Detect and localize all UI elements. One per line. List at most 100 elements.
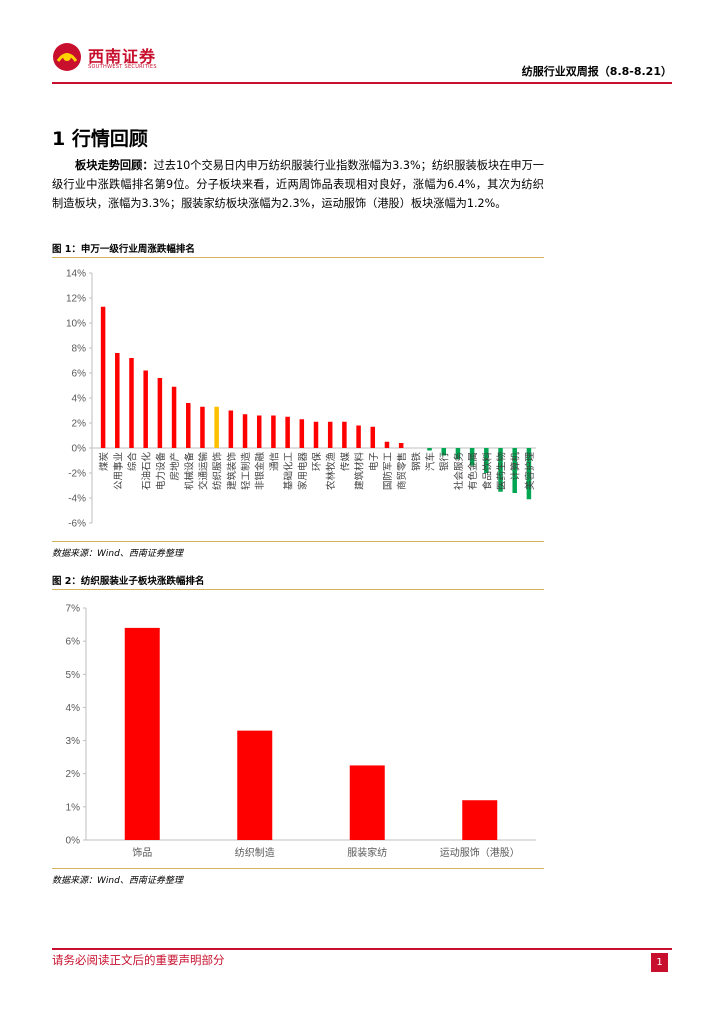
industry-ranking-chart: 14% 12% 10% 8% 6% 4% 2% 0% -2% -4% -6% 煤炭 公用事业 综合 石油石化… xyxy=(66,269,536,530)
x-tick-label: 公用事业 xyxy=(112,452,124,490)
x-tick-label: 传媒 xyxy=(339,452,351,472)
footer-divider xyxy=(52,948,672,950)
y-tick-label: 14% xyxy=(66,269,86,280)
y-tick-label: 10% xyxy=(66,319,86,330)
bar-计算机 xyxy=(512,448,517,493)
x-tick-label: 房地产 xyxy=(169,452,181,481)
company-logo: 西南证券 SOUTHWEST SECURITIES xyxy=(52,42,182,76)
y-tick-label: 6% xyxy=(72,369,87,380)
disclaimer-note: 请务必阅读正文后的重要声明部分 xyxy=(52,953,225,967)
x-tick-label: 交通运输 xyxy=(197,452,209,491)
x-tick-label: 计算机 xyxy=(510,452,522,481)
bar-非银金融 xyxy=(256,415,262,448)
y-tick-label: -6% xyxy=(68,519,86,530)
y-tick-label: 8% xyxy=(72,344,87,355)
paragraph-lead: 板块走势回顾： xyxy=(75,159,154,172)
x-tick-label: 建筑材料 xyxy=(354,452,366,491)
bar-房地产 xyxy=(171,386,177,448)
bar-石油石化 xyxy=(143,370,148,448)
report-title: 纺服行业双周报（8.8-8.21） xyxy=(521,65,672,78)
y-tick-label: 6% xyxy=(66,637,81,648)
x-tick-label: 汽车 xyxy=(425,452,437,471)
x-tick-label: 纺织制造 xyxy=(235,846,275,859)
x-tick-label: 轻工制造 xyxy=(240,452,252,491)
bar-饰品 xyxy=(124,627,160,840)
bar-交通运输 xyxy=(200,406,205,448)
bar-环保 xyxy=(313,421,319,448)
bar-煤炭 xyxy=(100,306,106,448)
x-tick-label: 银行 xyxy=(439,452,451,472)
bar-商贸零售 xyxy=(398,443,404,448)
y-tick-label: 0% xyxy=(66,836,81,847)
figure2-source: 数据来源：Wind、西南证券整理 xyxy=(52,876,183,886)
subsector-ranking-chart: 7% 6% 5% 4% 3% 2% 1% 0% 饰品 纺织制造 服装家纺 运动服饰（港股） xyxy=(66,604,536,859)
figure2-bottom-rule xyxy=(52,868,544,869)
figure2-title: 图 2：纺织服装业子板块涨跌幅排名 xyxy=(52,576,205,587)
bar-建筑装饰 xyxy=(228,410,234,448)
figure1-bottom-rule xyxy=(52,541,544,542)
bar-轻工制造 xyxy=(242,414,248,448)
figure1-top-rule xyxy=(52,257,544,258)
y-tick-label: 7% xyxy=(66,604,81,615)
x-tick-label: 运动服饰（港股） xyxy=(440,846,520,859)
x-tick-label: 机械设备 xyxy=(183,452,195,491)
y-tick-label: -4% xyxy=(68,494,86,505)
x-tick-label: 建筑装饰 xyxy=(226,452,238,490)
bar-运动服饰（港股） xyxy=(462,800,498,840)
company-logo-icon xyxy=(53,43,81,71)
bar-家用电器 xyxy=(299,419,305,448)
y-tick-label: 3% xyxy=(66,736,81,747)
bar-电力设备 xyxy=(157,378,163,448)
bar-有色金属 xyxy=(469,448,475,466)
section-title: 1 行情回顾 xyxy=(52,128,148,150)
y-tick-label: 2% xyxy=(66,769,81,780)
market-review-paragraph: 板块走势回顾：过去10个交易日内申万纺织服装行业指数涨幅为3.3%；纺织服装板块… xyxy=(52,156,544,213)
bar-银行 xyxy=(441,448,446,456)
y-tick-label: 1% xyxy=(66,802,81,813)
bar-农林牧渔 xyxy=(327,421,333,448)
x-tick-label: 纺织服饰 xyxy=(212,452,224,490)
figure2-top-rule xyxy=(52,589,544,590)
bar-食品饮料 xyxy=(484,448,489,473)
y-tick-label: 12% xyxy=(66,294,86,305)
x-tick-label: 农林牧渔 xyxy=(325,452,337,491)
y-tick-label: -2% xyxy=(68,469,86,480)
figure1-title: 图 1：申万一级行业周涨跌幅排名 xyxy=(52,244,195,255)
x-tick-label: 服装家纺 xyxy=(347,846,387,859)
bar-社会服务 xyxy=(455,448,461,460)
bar-国防军工 xyxy=(384,441,390,448)
x-tick-label: 石油石化 xyxy=(141,452,153,491)
logo-name: 西南证券 xyxy=(88,47,157,66)
x-tick-label: 通信 xyxy=(268,452,280,471)
paragraph-body: 过去10个交易日内申万纺织服装行业指数涨幅为3.3%；纺织服装板块在申万一级行业… xyxy=(52,159,544,210)
bar-基础化工 xyxy=(285,416,290,448)
bar-通信 xyxy=(271,415,276,448)
x-tick-label: 钢铁 xyxy=(410,452,422,472)
bar-公用事业 xyxy=(115,353,120,448)
x-tick-label: 环保 xyxy=(311,452,323,472)
y-tick-label: 4% xyxy=(66,703,81,714)
x-tick-label: 电力设备 xyxy=(155,452,167,491)
x-tick-label: 美容护理 xyxy=(524,452,536,491)
x-tick-label: 有色金属 xyxy=(467,452,479,490)
bar-医药生物 xyxy=(498,448,503,492)
bar-纺织服饰 xyxy=(214,406,219,448)
x-tick-label: 饰品 xyxy=(132,846,152,859)
x-tick-label: 煤炭 xyxy=(98,452,110,472)
bar-机械设备 xyxy=(186,403,191,448)
x-tick-label: 非银金融 xyxy=(254,452,266,491)
y-tick-label: 4% xyxy=(72,394,87,405)
bar-汽车 xyxy=(427,448,432,451)
bar-电子 xyxy=(370,426,376,448)
bar-美容护理 xyxy=(526,448,532,500)
x-tick-label: 社会服务 xyxy=(453,452,465,491)
bar-纺织制造 xyxy=(237,730,273,840)
x-tick-label: 电子 xyxy=(368,452,380,472)
y-tick-label: 2% xyxy=(72,419,87,430)
bar-服装家纺 xyxy=(349,765,385,840)
x-tick-label: 家用电器 xyxy=(297,452,309,491)
x-tick-label: 综合 xyxy=(126,452,138,472)
header-divider xyxy=(52,82,672,84)
bar-综合 xyxy=(129,358,134,448)
x-tick-label: 基础化工 xyxy=(283,452,295,491)
